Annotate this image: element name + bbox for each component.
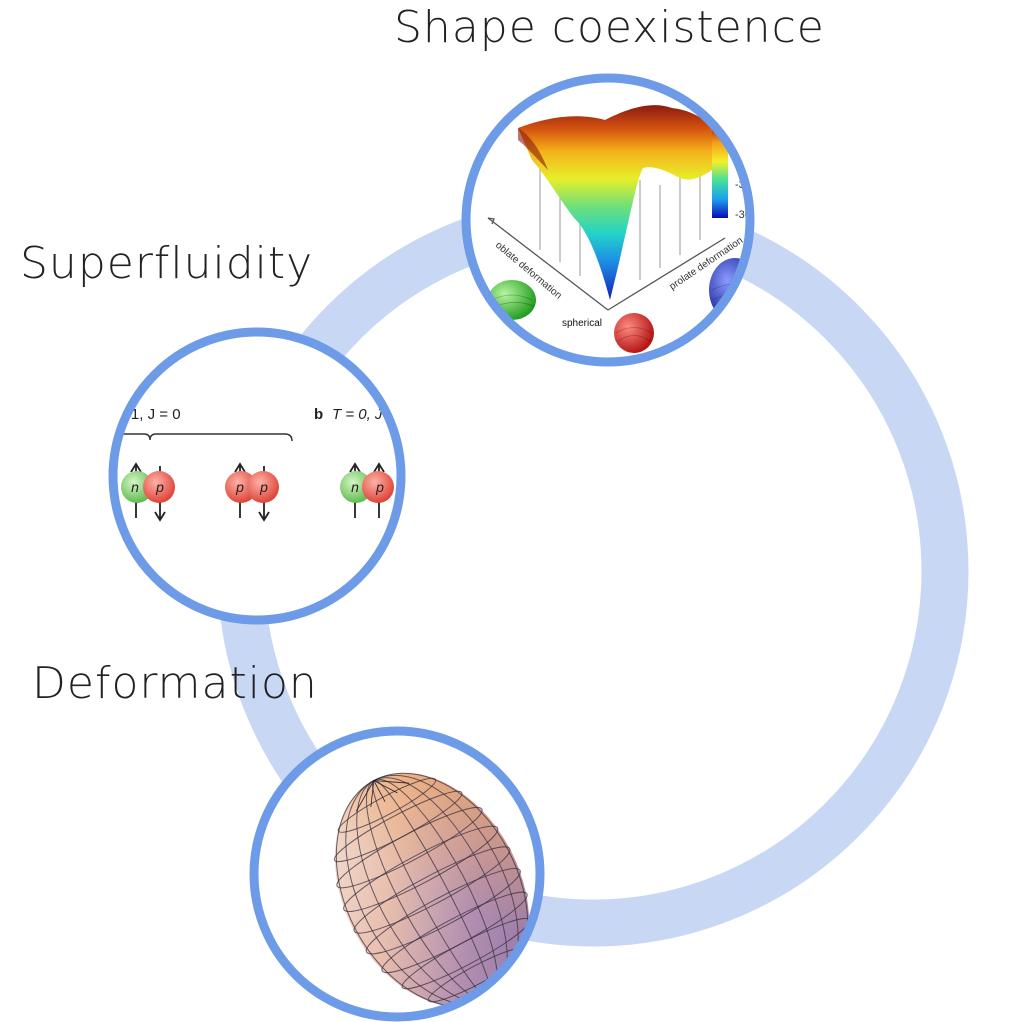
- label-superfluidity: Superfluidity: [20, 238, 314, 289]
- particle-label: p: [259, 479, 268, 495]
- particle-label: p: [235, 479, 244, 495]
- deformation-panel: [249, 726, 545, 1022]
- superfluidity-panel: = 1, J = 0 b T = 0, J n p: [108, 327, 406, 625]
- spherical-ball-icon: [614, 313, 654, 353]
- particle-label: p: [155, 479, 164, 495]
- particle-label: n: [351, 479, 359, 495]
- pairing-header-right-bold: b: [314, 406, 323, 423]
- label-shape-coexistence: Shape coexistence: [394, 2, 825, 53]
- center-label-spherical: spherical: [562, 318, 602, 329]
- label-deformation: Deformation: [32, 658, 318, 709]
- shape-coexistence-panel: -30 -304 oblate deformation prolate defo…: [461, 73, 755, 367]
- pairing-header-right: T = 0, J: [332, 406, 383, 423]
- particle-label: n: [131, 479, 139, 495]
- particle-label: p: [375, 479, 384, 495]
